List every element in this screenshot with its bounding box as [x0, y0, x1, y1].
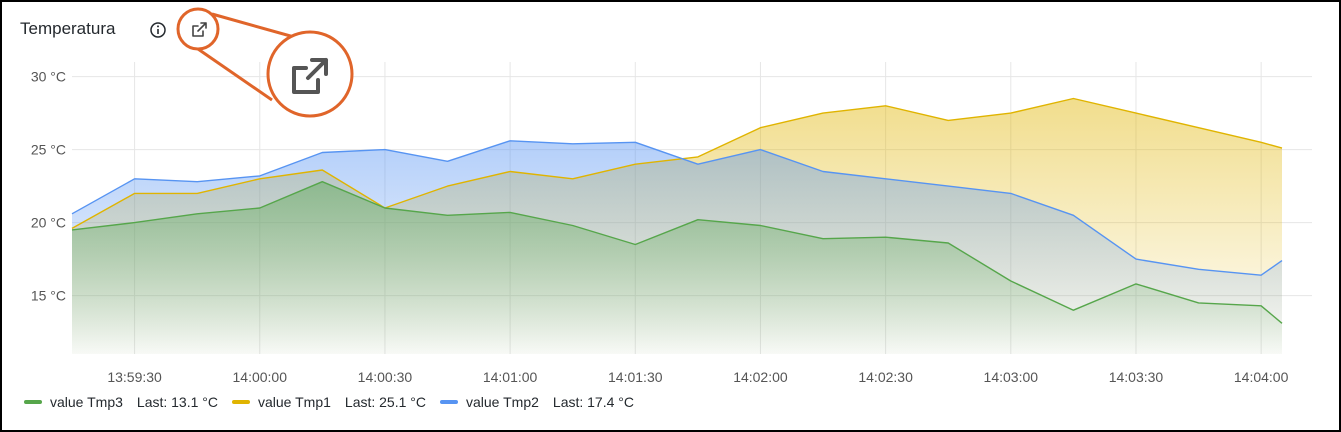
x-tick-label: 14:00:30: [358, 369, 413, 385]
x-tick-label: 14:04:00: [1234, 369, 1289, 385]
x-tick-label: 14:01:00: [483, 369, 538, 385]
legend-item[interactable]: value Tmp1 Last: 25.1 °C: [232, 394, 426, 410]
series-line-value-tmp2: [71, 140, 1283, 276]
info-circle-icon[interactable]: [149, 21, 167, 39]
x-tick-label: 14:02:00: [733, 369, 788, 385]
series-line-value-tmp1: [71, 97, 1283, 230]
legend-swatch: [24, 400, 42, 404]
series-line-value-tmp3: [71, 180, 1283, 324]
legend-series-name: value Tmp1: [258, 394, 331, 410]
y-tick-label: 15 °C: [31, 288, 66, 304]
external-link-icon[interactable]: [189, 20, 209, 40]
legend-series-name: value Tmp3: [50, 394, 123, 410]
x-tick-label: 14:03:00: [984, 369, 1039, 385]
legend-swatch: [440, 400, 458, 404]
legend-swatch: [232, 400, 250, 404]
y-tick-label: 25 °C: [31, 142, 66, 158]
x-tick-label: 14:00:00: [233, 369, 288, 385]
legend-item[interactable]: value Tmp2 Last: 17.4 °C: [440, 394, 634, 410]
x-tick-label: 14:01:30: [608, 369, 663, 385]
chart-legend: value Tmp3 Last: 13.1 °C value Tmp1 Last: 2…: [24, 394, 634, 410]
legend-last-value: Last: 25.1 °C: [344, 394, 426, 410]
external-link-icon-zoomed: [292, 58, 328, 94]
y-tick-label: 30 °C: [31, 69, 66, 85]
legend-item[interactable]: value Tmp3 Last: 13.1 °C: [24, 394, 218, 410]
series-area-value-tmp3: [72, 181, 1282, 354]
y-tick-label: 20 °C: [31, 215, 66, 231]
legend-last-value: Last: 17.4 °C: [552, 394, 634, 410]
legend-series-name: value Tmp2: [466, 394, 539, 410]
x-tick-label: 14:02:30: [858, 369, 913, 385]
panel-title: Temperatura: [20, 19, 116, 38]
legend-last-value: Last: 13.1 °C: [136, 394, 218, 410]
x-tick-label: 13:59:30: [107, 369, 162, 385]
x-tick-label: 14:03:30: [1109, 369, 1164, 385]
